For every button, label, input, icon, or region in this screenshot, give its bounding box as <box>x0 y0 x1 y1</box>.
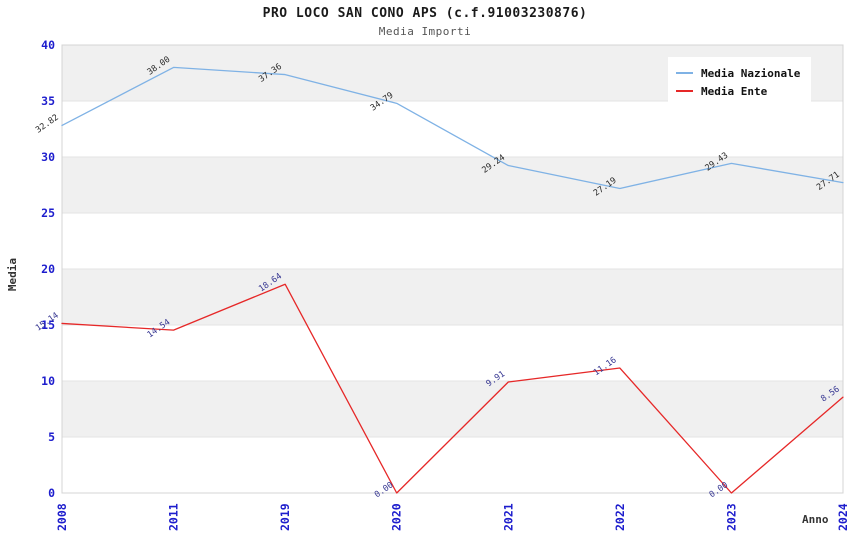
y-tick-label: 25 <box>41 206 55 220</box>
y-tick-label: 30 <box>41 150 55 164</box>
legend-swatch-media-nazionale <box>676 72 693 74</box>
plot-band <box>62 213 843 269</box>
x-tick-label: 2020 <box>390 503 404 531</box>
x-axis-label: Anno <box>802 513 829 526</box>
y-tick-label: 5 <box>48 430 55 444</box>
legend-label-media-nazionale: Media Nazionale <box>701 66 801 80</box>
legend-label-media-ente: Media Ente <box>701 84 768 98</box>
plot-band <box>62 325 843 381</box>
x-tick-label: 2008 <box>55 503 69 531</box>
chart-subtitle: Media Importi <box>378 25 472 38</box>
chart-title: PRO LOCO SAN CONO APS (c.f.91003230876) <box>262 6 588 21</box>
legend-item-media-nazionale: Media Nazionale <box>676 65 803 81</box>
x-tick-label: 2024 <box>836 503 850 531</box>
x-tick-label: 2021 <box>501 503 515 531</box>
series-line-media-ente <box>61 283 844 494</box>
y-tick-label: 20 <box>41 262 55 276</box>
plot-border <box>61 44 844 494</box>
legend-swatch-media-ente <box>676 90 693 92</box>
legend-item-media-ente: Media Ente <box>676 83 803 99</box>
legend: Media Nazionale Media Ente <box>668 57 811 107</box>
plot-band <box>62 437 843 493</box>
plot-band <box>62 269 843 325</box>
y-tick-label: 15 <box>41 318 55 332</box>
x-tick-label: 2022 <box>613 503 627 531</box>
y-tick-label: 0 <box>48 486 55 500</box>
x-tick-label: 2019 <box>278 503 292 531</box>
series-line-media-nazionale <box>61 66 844 190</box>
plot-band <box>62 381 843 437</box>
x-tick-label: 2011 <box>167 503 181 531</box>
plot-band <box>62 101 843 157</box>
point-label: 32.82 <box>34 113 61 136</box>
y-tick-label: 10 <box>41 374 55 388</box>
plot-band <box>62 157 843 213</box>
y-tick-label: 40 <box>41 38 55 52</box>
x-tick-label: 2023 <box>724 503 738 531</box>
y-tick-label: 35 <box>41 94 55 108</box>
